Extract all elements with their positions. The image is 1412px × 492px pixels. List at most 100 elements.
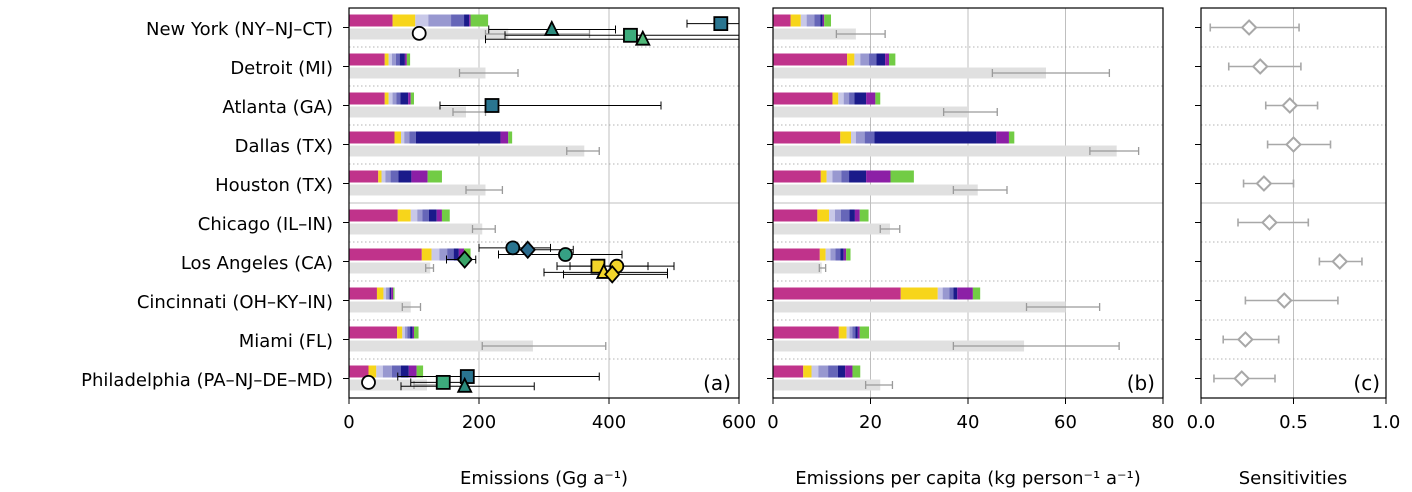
panel-letter-c: (c) [1353,371,1380,395]
sector-bar-segment [349,326,398,339]
row-label: New York (NY–NJ–CT) [146,19,333,40]
sector-bar-segment [388,287,390,300]
sector-bar-segment [391,365,401,378]
sector-bar-segment [397,326,403,339]
panel-emissions-frame [348,7,740,399]
sector-bar-segment [400,92,409,105]
sector-bar-segment [837,365,846,378]
sector-bar-segment [392,14,416,27]
sector-bar-segment [832,92,839,105]
row-label: Los Angeles (CA) [181,253,333,274]
sector-bar-segment [846,326,850,339]
sector-bar-segment [996,131,1009,144]
sensitivity-marker-diamond [1261,214,1278,231]
sector-bar-segment [834,209,841,222]
sector-bar-segment [388,92,393,105]
sector-bar-segment [876,53,886,66]
sector-bar-segment [773,14,791,27]
sector-bar-segment [382,365,392,378]
sector-bar-segment [436,209,442,222]
x-tick-label: 60 [1054,412,1077,433]
sector-bar-segment [773,365,804,378]
panel-emissions: 0 200 400 600 (a) Emissions (Gg a⁻¹) [343,7,756,489]
sector-bar-segment [404,53,407,66]
x-tick-label: 400 [592,412,626,433]
row-label: Atlanta (GA) [222,97,333,118]
sensitivity-marker-diamond [1331,253,1349,270]
sector-bar-segment [402,326,405,339]
sector-bar-segment [854,209,860,222]
sector-bar-segment [773,287,901,300]
sector-bar-segment [859,326,870,339]
sector-bar-segment [843,92,850,105]
sector-bar-segment [840,209,850,222]
sector-bar-segment [773,170,821,183]
sector-bar-segment [855,326,858,339]
sensitivity-marker-diamond [1285,136,1302,153]
row-label: Miami (FL) [239,331,333,352]
sector-bar-segment [397,209,411,222]
sector-bar-segment [806,14,815,27]
estimate-marker-triangle [634,29,651,46]
inventory-bar [349,184,486,196]
estimate-marker-diamond [456,250,473,269]
sector-bar-segment [390,170,399,183]
row-label: Houston (TX) [215,175,333,196]
sensitivity-marker-diamond [1251,58,1269,75]
estimate-marker-square [623,27,638,43]
sector-bar-segment [388,53,392,66]
sector-bar-segment [847,53,855,66]
sector-bar-segment [393,287,395,300]
sector-bar-segment [349,365,369,378]
row-label: Dallas (TX) [235,136,333,157]
sector-bar-segment [852,326,856,339]
sector-bar-segment [415,14,429,27]
sector-bar-segment [401,365,409,378]
sector-bar-segment [803,365,812,378]
inventory-bar [349,340,533,352]
sector-bar-segment [349,92,385,105]
sector-bar-segment [386,287,389,300]
sensitivity-marker-diamond [1236,331,1254,348]
inventory-bar [349,301,411,313]
sector-bar-segment [857,326,860,339]
sector-bar-segment [773,131,841,144]
inventory-bar [349,379,427,391]
x-tick-label: 0 [767,412,778,433]
x-tick-label: 40 [957,412,980,433]
sector-bar-segment [410,209,418,222]
sector-bar-segment [843,248,847,261]
sector-bar-segment [414,326,419,339]
sector-bar-segment [395,53,400,66]
sector-bar-segment [942,287,950,300]
estimate-marker-diamond [519,240,536,260]
x-tick-label: 0.0 [1187,412,1216,433]
inventory-bar [773,106,968,118]
sector-bar-segment [864,131,875,144]
estimate-marker-square [484,98,500,113]
sector-bar-segment [814,14,821,27]
sector-bar-segment [830,248,836,261]
sector-bar-segment [817,209,830,222]
sector-bar-segment [391,53,396,66]
sector-bar-segment [417,209,423,222]
x-tick-label: 20 [859,412,882,433]
x-tick-label: 1.0 [1372,412,1401,433]
sector-bar-segment [773,248,820,261]
sector-bar-segment [846,248,851,261]
sector-bar-segment [389,287,392,300]
sector-bar-segment [427,170,442,183]
estimate-marker-square [713,16,729,32]
sector-bar-segment [866,92,876,105]
sector-bar-segment [394,131,401,144]
sector-bar-segment [376,365,383,378]
sector-bar-segment [508,131,513,144]
sector-bar-segment [349,14,393,27]
inventory-bar [349,67,486,79]
sector-bar-segment [838,326,847,339]
sector-bar-segment [885,53,890,66]
sector-bar-segment [396,92,401,105]
sector-bar-segment [408,365,417,378]
sector-bar-segment [851,131,856,144]
sector-bar-segment [866,170,891,183]
